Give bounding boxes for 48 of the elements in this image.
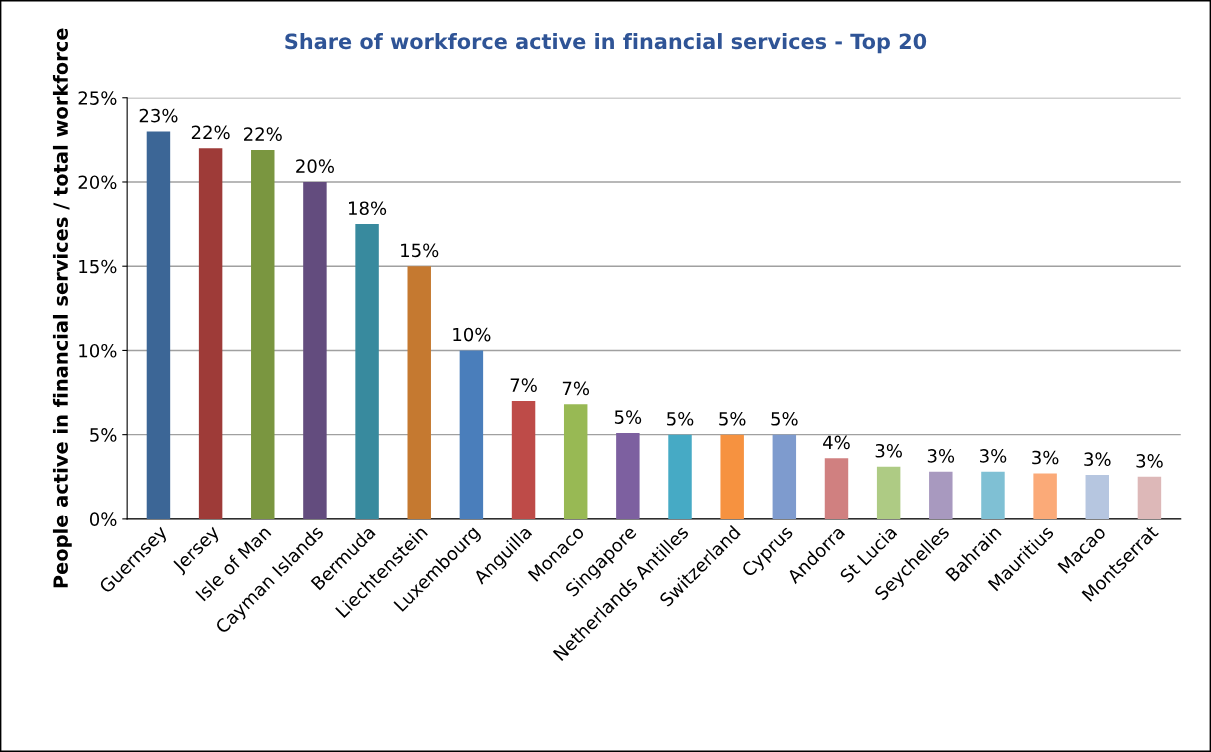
- data-label: 3%: [1084, 452, 1111, 467]
- y-tick-label: 10%: [79, 343, 117, 358]
- data-label: 5%: [719, 411, 746, 426]
- data-label: 3%: [927, 449, 955, 463]
- y-tick-label: 15%: [79, 259, 117, 274]
- bar: [668, 434, 692, 519]
- data-label: 5%: [614, 410, 642, 424]
- bar: [1085, 475, 1110, 519]
- bar: [876, 466, 901, 519]
- y-tick-label: 25%: [78, 91, 117, 105]
- data-label: 3%: [1032, 450, 1059, 465]
- bar: [511, 400, 536, 519]
- data-label: 22%: [191, 125, 230, 140]
- data-label: 7%: [562, 381, 590, 396]
- data-label: 22%: [244, 127, 282, 141]
- bar: [303, 181, 327, 519]
- data-label: 3%: [1136, 454, 1163, 468]
- data-label: 15%: [401, 243, 439, 258]
- data-label: 23%: [139, 108, 178, 123]
- bar: [720, 434, 744, 519]
- chart-title: Share of workforce active in financial services - Top 20: [285, 33, 927, 54]
- bar: [251, 149, 275, 519]
- bar: [616, 432, 640, 519]
- bar: [355, 224, 379, 519]
- data-label: 5%: [771, 411, 798, 426]
- bar: [824, 458, 849, 519]
- bar: [198, 148, 223, 519]
- bar: [459, 350, 484, 519]
- bar: [1033, 473, 1057, 519]
- data-label: 18%: [348, 201, 387, 216]
- bar: [146, 131, 171, 519]
- bar: [563, 404, 588, 519]
- data-label: 4%: [823, 435, 850, 450]
- y-tick-label: 5%: [90, 428, 117, 442]
- y-tick-label: 0%: [89, 512, 117, 526]
- data-label: 5%: [667, 411, 694, 426]
- data-label: 3%: [980, 449, 1007, 463]
- data-label: 20%: [296, 159, 334, 173]
- bar: [1137, 476, 1162, 519]
- y-tick-label: 20%: [78, 175, 117, 190]
- bar: [981, 471, 1005, 519]
- y-axis-title: People active in financial services / total workforce: [52, 28, 72, 588]
- data-label: 3%: [875, 443, 902, 458]
- bar: [772, 434, 797, 519]
- data-label: 10%: [453, 327, 491, 342]
- data-label: 7%: [510, 378, 537, 392]
- bar: [929, 471, 953, 519]
- bar: [407, 266, 431, 519]
